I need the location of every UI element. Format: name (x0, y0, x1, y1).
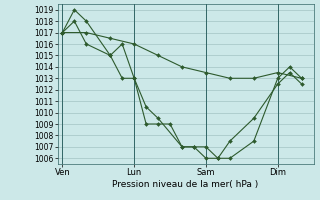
X-axis label: Pression niveau de la mer( hPa ): Pression niveau de la mer( hPa ) (112, 180, 259, 189)
